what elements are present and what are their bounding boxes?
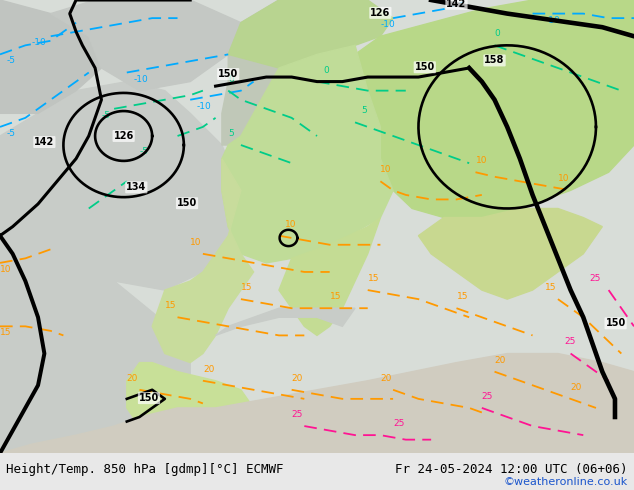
Polygon shape — [355, 0, 634, 218]
Text: 126: 126 — [113, 131, 134, 141]
Text: -5: -5 — [139, 147, 148, 156]
Text: -10: -10 — [133, 74, 148, 84]
Text: 10: 10 — [380, 165, 392, 174]
Text: ©weatheronline.co.uk: ©weatheronline.co.uk — [503, 477, 628, 487]
Text: 15: 15 — [545, 283, 557, 292]
Text: 25: 25 — [482, 392, 493, 401]
Polygon shape — [51, 0, 241, 91]
Text: 150: 150 — [605, 318, 626, 328]
Text: 0: 0 — [323, 66, 329, 74]
Text: 25: 25 — [590, 274, 601, 283]
Text: -10: -10 — [545, 16, 560, 24]
Text: 15: 15 — [456, 292, 468, 301]
Text: 0: 0 — [228, 74, 234, 84]
Text: 15: 15 — [368, 274, 379, 283]
Text: Height/Temp. 850 hPa [gdmp][°C] ECMWF: Height/Temp. 850 hPa [gdmp][°C] ECMWF — [6, 463, 284, 476]
Polygon shape — [228, 0, 393, 68]
Text: -5: -5 — [101, 111, 110, 120]
Text: 15: 15 — [330, 292, 341, 301]
Text: 20: 20 — [495, 356, 506, 365]
Polygon shape — [152, 159, 254, 363]
Text: 25: 25 — [393, 419, 404, 428]
Text: -5: -5 — [6, 56, 15, 66]
Polygon shape — [0, 82, 241, 290]
Text: 150: 150 — [139, 393, 159, 403]
Polygon shape — [279, 218, 380, 335]
Text: 126: 126 — [370, 8, 391, 18]
Text: 142: 142 — [34, 137, 55, 147]
Text: -10: -10 — [197, 102, 211, 111]
Text: 20: 20 — [292, 374, 303, 383]
Text: 134: 134 — [126, 182, 146, 193]
Polygon shape — [222, 0, 317, 145]
Text: 10: 10 — [285, 220, 297, 229]
Text: 5: 5 — [228, 129, 234, 138]
Text: 25: 25 — [564, 338, 576, 346]
Text: 150: 150 — [177, 198, 197, 208]
Text: Fr 24-05-2024 12:00 UTC (06+06): Fr 24-05-2024 12:00 UTC (06+06) — [395, 463, 628, 476]
Text: 20: 20 — [203, 365, 214, 374]
Text: 5: 5 — [361, 106, 367, 115]
Text: 20: 20 — [127, 374, 138, 383]
Polygon shape — [0, 0, 101, 113]
Polygon shape — [127, 363, 254, 435]
Text: 10: 10 — [190, 238, 202, 247]
Text: 0: 0 — [495, 29, 500, 38]
Text: 20: 20 — [380, 374, 392, 383]
Text: 20: 20 — [571, 383, 582, 392]
Text: 142: 142 — [446, 0, 467, 9]
Polygon shape — [0, 354, 634, 453]
Text: -5: -5 — [6, 129, 15, 138]
Text: 15: 15 — [165, 301, 176, 310]
Text: 150: 150 — [218, 69, 238, 79]
Polygon shape — [0, 249, 190, 453]
Text: 10: 10 — [0, 265, 11, 274]
Polygon shape — [222, 46, 393, 263]
Text: 15: 15 — [241, 283, 252, 292]
Text: 150: 150 — [415, 62, 435, 72]
Text: 10: 10 — [558, 174, 569, 183]
Text: -10: -10 — [380, 20, 395, 29]
Text: 15: 15 — [0, 328, 11, 338]
Text: 25: 25 — [292, 410, 303, 419]
Text: -10: -10 — [32, 38, 46, 48]
Text: 10: 10 — [476, 156, 487, 165]
Polygon shape — [216, 308, 355, 335]
Polygon shape — [418, 209, 602, 299]
Text: 158: 158 — [484, 55, 505, 66]
